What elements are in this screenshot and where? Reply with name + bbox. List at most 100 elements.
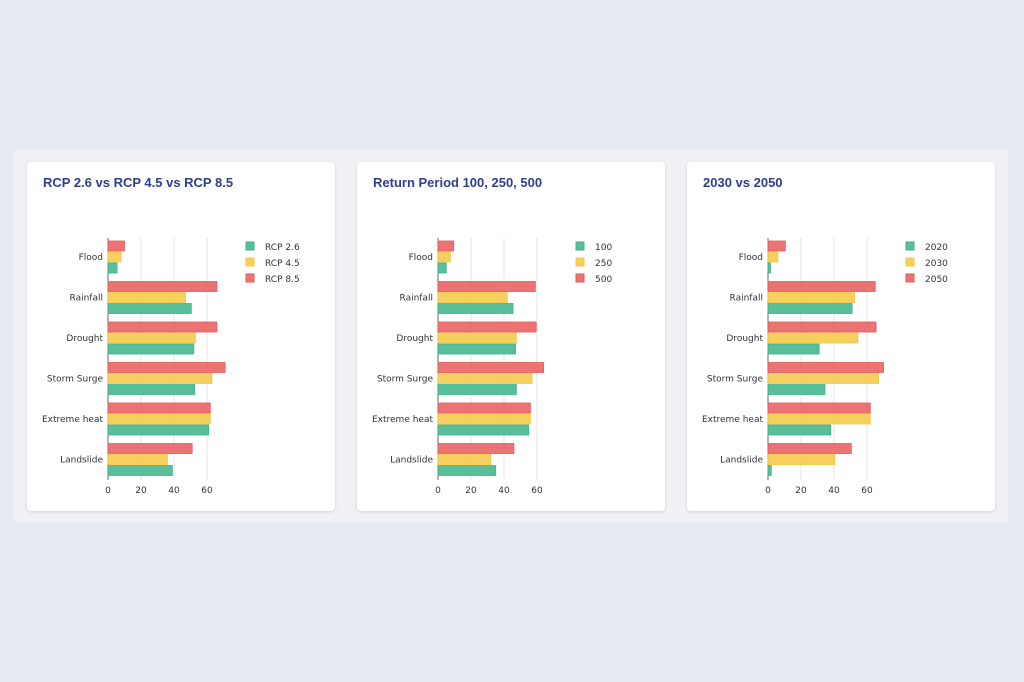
x-tick-label: 40	[828, 486, 840, 496]
y-category-label: Rainfall	[400, 294, 433, 304]
legend-swatch	[905, 257, 915, 267]
bar-rainfall-2020	[767, 303, 853, 314]
legend-label: RCP 2.6	[265, 243, 300, 253]
bar-drought-2030	[767, 332, 859, 344]
chart-card-return-period: Return Period 100, 250, 500 0 20 40 60 Flood…	[357, 162, 665, 511]
bar-drought-rcp-2-6	[107, 343, 195, 355]
bar-chart: 0 20 40 60 Flood Rainfall Drought Storm Surge Ex…	[372, 238, 612, 496]
bar-extreme-heat-rcp-4-5	[107, 413, 211, 425]
bar-storm-surge-2050	[767, 362, 884, 373]
bar-flood-500	[437, 240, 455, 252]
bar-landslide-500	[437, 443, 515, 454]
legend-label: RCP 4.5	[265, 259, 300, 269]
y-category-label: Drought	[66, 334, 103, 344]
bar-landslide-2050	[767, 443, 852, 454]
bar-extreme-heat-rcp-8-5	[107, 402, 211, 414]
bar-storm-surge-500	[437, 362, 544, 373]
y-category-label: Extreme heat	[702, 415, 764, 425]
y-category-label: Storm Surge	[377, 375, 434, 385]
bar-chart: 0 20 40 60 Flood Rainfall Drought Storm Surge Ex…	[42, 238, 300, 496]
y-category-label: Flood	[409, 253, 433, 263]
y-category-label: Landslide	[60, 456, 103, 466]
chart-card-years: 2030 vs 2050 0 20 40 60 Flood Rainfall Drought…	[687, 162, 995, 511]
bar-flood-rcp-8-5	[107, 240, 125, 252]
chart-title: Return Period 100, 250, 500	[373, 175, 543, 190]
y-category-label: Landslide	[390, 456, 433, 466]
x-tick-label: 60	[201, 486, 213, 496]
bar-storm-surge-2030	[767, 373, 879, 384]
bar-flood-2050	[767, 240, 786, 252]
legend-swatch	[905, 241, 915, 251]
y-category-label: Storm Surge	[707, 375, 764, 385]
bar-extreme-heat-2030	[767, 413, 871, 425]
y-category-label: Landslide	[720, 456, 763, 466]
x-tick-label: 60	[861, 486, 873, 496]
bar-drought-250	[437, 332, 517, 344]
bar-extreme-heat-500	[437, 402, 531, 414]
legend-swatch	[245, 257, 255, 267]
bar-drought-rcp-8-5	[107, 321, 218, 333]
bar-drought-100	[437, 343, 516, 355]
bar-flood-2020	[767, 262, 771, 274]
bar-rainfall-rcp-4-5	[107, 292, 186, 303]
chart-card-rcp: RCP 2.6 vs RCP 4.5 vs RCP 8.5 0 20 40 60 Flo…	[27, 162, 335, 511]
bar-storm-surge-rcp-8-5	[107, 362, 226, 373]
y-category-label: Rainfall	[70, 294, 103, 304]
x-tick-label: 40	[498, 486, 510, 496]
bar-flood-2030	[767, 251, 779, 263]
bar-rainfall-500	[437, 281, 536, 292]
x-tick-label: 0	[435, 486, 441, 496]
legend-swatch	[245, 273, 255, 283]
legend-swatch	[575, 257, 585, 267]
bar-landslide-100	[437, 465, 497, 476]
legend-swatch	[905, 273, 915, 283]
bar-rainfall-rcp-2-6	[107, 303, 192, 314]
legend-label: 100	[595, 243, 612, 253]
bar-landslide-250	[437, 454, 492, 465]
bar-rainfall-2030	[767, 292, 856, 303]
bar-storm-surge-rcp-2-6	[107, 384, 196, 395]
bar-flood-rcp-4-5	[107, 251, 122, 263]
bar-landslide-rcp-4-5	[107, 454, 168, 465]
x-tick-label: 40	[168, 486, 180, 496]
y-category-label: Drought	[396, 334, 433, 344]
bar-storm-surge-100	[437, 384, 517, 395]
legend-label: 250	[595, 259, 612, 269]
chart-title: RCP 2.6 vs RCP 4.5 vs RCP 8.5	[43, 175, 234, 190]
bar-drought-rcp-4-5	[107, 332, 196, 344]
bar-extreme-heat-2020	[767, 424, 832, 436]
legend-label: 500	[595, 275, 612, 285]
y-category-label: Extreme heat	[42, 415, 104, 425]
bar-flood-100	[437, 262, 447, 274]
bar-flood-250	[437, 251, 451, 263]
x-tick-label: 60	[531, 486, 543, 496]
bar-rainfall-100	[437, 303, 514, 314]
y-category-label: Extreme heat	[372, 415, 434, 425]
legend-label: 2020	[925, 243, 948, 253]
legend-swatch	[245, 241, 255, 251]
bar-extreme-heat-rcp-2-6	[107, 424, 210, 436]
y-category-label: Rainfall	[730, 294, 763, 304]
y-category-label: Flood	[79, 253, 103, 263]
x-tick-label: 0	[105, 486, 111, 496]
legend-swatch	[575, 273, 585, 283]
y-category-label: Storm Surge	[47, 375, 104, 385]
bar-landslide-2030	[767, 454, 836, 465]
y-category-label: Drought	[726, 334, 763, 344]
bar-drought-2020	[767, 343, 820, 355]
bar-landslide-rcp-8-5	[107, 443, 193, 454]
bar-extreme-heat-250	[437, 413, 531, 425]
legend-label: 2050	[925, 275, 948, 285]
bar-storm-surge-250	[437, 373, 533, 384]
bar-storm-surge-rcp-4-5	[107, 373, 213, 384]
bar-extreme-heat-2050	[767, 402, 871, 414]
x-tick-label: 20	[795, 486, 807, 496]
x-tick-label: 20	[465, 486, 477, 496]
bar-drought-500	[437, 321, 537, 333]
bar-drought-2050	[767, 321, 877, 333]
bar-flood-rcp-2-6	[107, 262, 118, 274]
x-tick-label: 0	[765, 486, 771, 496]
legend-label: RCP 8.5	[265, 275, 300, 285]
bar-landslide-rcp-2-6	[107, 465, 173, 476]
bar-landslide-2020	[767, 465, 772, 476]
